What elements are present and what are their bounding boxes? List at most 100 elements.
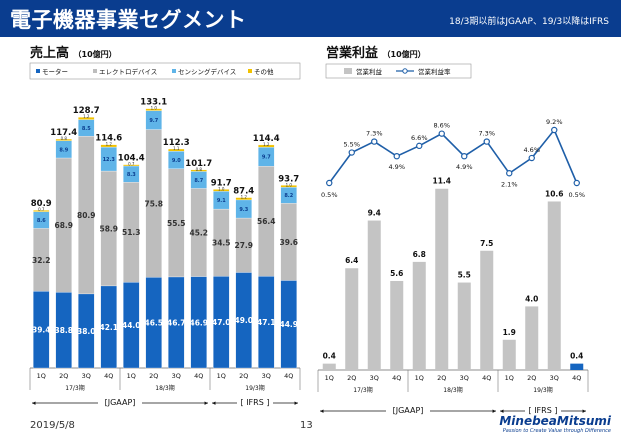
margin-value-label: 4.9% [456, 163, 473, 171]
margin-point [326, 179, 333, 187]
profit-value-label: 7.5 [480, 239, 493, 248]
sensing-value-label: 9.1 [217, 198, 226, 204]
profit-jgaap-label-bg [386, 404, 430, 416]
profit-panel-title: 営業利益 （10億円） [326, 42, 426, 61]
sales-bar-3-11 [280, 185, 297, 188]
other-value-label: 1.0 [218, 186, 225, 191]
sensing-value-label: 9.3 [239, 207, 248, 213]
sales-period-label: 17/3期 [65, 384, 84, 392]
legend-swatch-profit [344, 68, 352, 74]
motor-value-label: 49.0 [234, 316, 253, 325]
profit-bar [345, 268, 359, 370]
sales-total-label: 133.1 [140, 98, 167, 108]
profit-quarter-label: 2Q [527, 374, 536, 382]
margin-value-label: 7.3% [478, 130, 495, 138]
profit-bar [322, 363, 336, 370]
profit-value-label: 1.9 [503, 328, 516, 337]
other-value-label: 0.7 [128, 162, 135, 167]
profit-quarter-label: 4Q [572, 374, 581, 382]
sales-bar-3-5 [145, 108, 162, 111]
motor-value-label: 46.5 [144, 319, 163, 328]
sales-total-label: 93.7 [278, 174, 299, 184]
legend-label-3: その他 [254, 67, 274, 76]
sales-total-label: 114.4 [253, 134, 280, 144]
profit-period-label: 17/3期 [353, 386, 372, 394]
margin-value-label: 0.5% [321, 191, 338, 199]
sensing-value-label: 9.7 [149, 118, 158, 124]
motor-value-label: 47.0 [212, 318, 231, 327]
profit-bar [547, 201, 561, 370]
sales-period-label: 18/3期 [155, 384, 174, 392]
sales-bar-3-10 [258, 144, 275, 148]
margin-point [348, 149, 355, 156]
profit-value-label: 11.4 [432, 177, 451, 186]
profit-value-label: 5.5 [458, 271, 471, 280]
margin-value-label: 2.1% [501, 180, 518, 188]
sales-quarter-label: 3Q [262, 372, 271, 380]
ifrs-label: [ IFRS ] [241, 398, 270, 407]
jgaap-arrow-head: ▸ [204, 399, 208, 407]
sales-bar-3-3 [100, 144, 117, 148]
page-title: 電子機器事業セグメント [10, 8, 247, 32]
profit-value-label: 9.4 [368, 209, 381, 218]
motor-value-label: 42.1 [99, 323, 118, 332]
motor-value-label: 38.8 [54, 326, 73, 335]
legend-label-profit: 営業利益 [356, 67, 383, 76]
profit-value-label: 5.6 [390, 269, 403, 278]
electro-value-label: 39.6 [279, 238, 298, 247]
other-value-label: 1.2 [106, 142, 113, 147]
profit-period-label: 18/3期 [443, 386, 462, 394]
margin-value-label: 8.6% [433, 122, 450, 130]
logo-name: MinebeaMitsumi [499, 414, 611, 428]
margin-point [551, 126, 558, 134]
accounting-note: 18/3期以前はJGAAP、19/3以降はIFRS [449, 17, 609, 27]
legend-swatch-1 [93, 69, 97, 73]
other-value-label: 0.8 [61, 136, 68, 141]
motor-value-label: 39.4 [32, 326, 51, 335]
profit-quarter-label: 1Q [505, 374, 514, 382]
sales-bar-3-7 [190, 169, 207, 172]
electro-value-label: 51.3 [122, 228, 141, 237]
profit-quarter-label: 1Q [415, 374, 424, 382]
profit-period-label: 19/3期 [533, 386, 552, 394]
sales-legend-box [29, 62, 301, 80]
motor-value-label: 44.0 [122, 321, 141, 330]
profit-bar [390, 280, 404, 370]
ifrs-label-bg [237, 396, 273, 408]
legend-swatch-3 [248, 69, 252, 73]
margin-point [371, 138, 378, 145]
profit-quarter-label: 3Q [370, 374, 379, 382]
margin-value-label: 0.5% [568, 191, 585, 199]
page-number: 13 [300, 420, 313, 431]
sales-title: 売上高 [30, 46, 70, 61]
sales-total-label: 114.6 [95, 134, 122, 144]
sensing-value-label: 8.7 [194, 178, 203, 184]
sales-quarter-label: 4Q [284, 372, 293, 380]
sales-total-label: 117.4 [50, 128, 77, 138]
sales-total-label: 104.4 [118, 154, 145, 164]
legend-label-2: センシングデバイス [178, 67, 236, 76]
profit-bar [367, 220, 381, 370]
other-value-label: 0.8 [196, 167, 203, 172]
profit-bar [412, 261, 426, 370]
profit-quarter-label: 2Q [437, 374, 446, 382]
ifrs-arrow-head: ◂ [212, 399, 216, 407]
margin-point [483, 138, 490, 145]
sales-panel-title: 売上高 （10億円） [30, 42, 117, 61]
motor-value-label: 47.1 [257, 318, 276, 327]
motor-value-label: 46.9 [189, 318, 208, 327]
sales-quarter-label: 3Q [172, 372, 181, 380]
sales-quarter-label: 1Q [37, 372, 46, 380]
margin-value-label: 5.5% [343, 141, 360, 149]
sales-period-label: 19/3期 [245, 384, 264, 392]
sensing-value-label: 9.7 [262, 155, 271, 161]
margin-point [438, 130, 445, 137]
other-value-label: 0.7 [38, 207, 45, 212]
electro-value-label: 45.2 [189, 228, 208, 237]
profit-ifrs-label: [ IFRS ] [529, 406, 558, 415]
profit-jgaap-arrow-head: ◂ [320, 407, 324, 415]
sales-total-label: 101.7 [185, 159, 212, 169]
sales-bar-3-0 [33, 210, 50, 212]
profit-value-label: 6.4 [345, 256, 358, 265]
